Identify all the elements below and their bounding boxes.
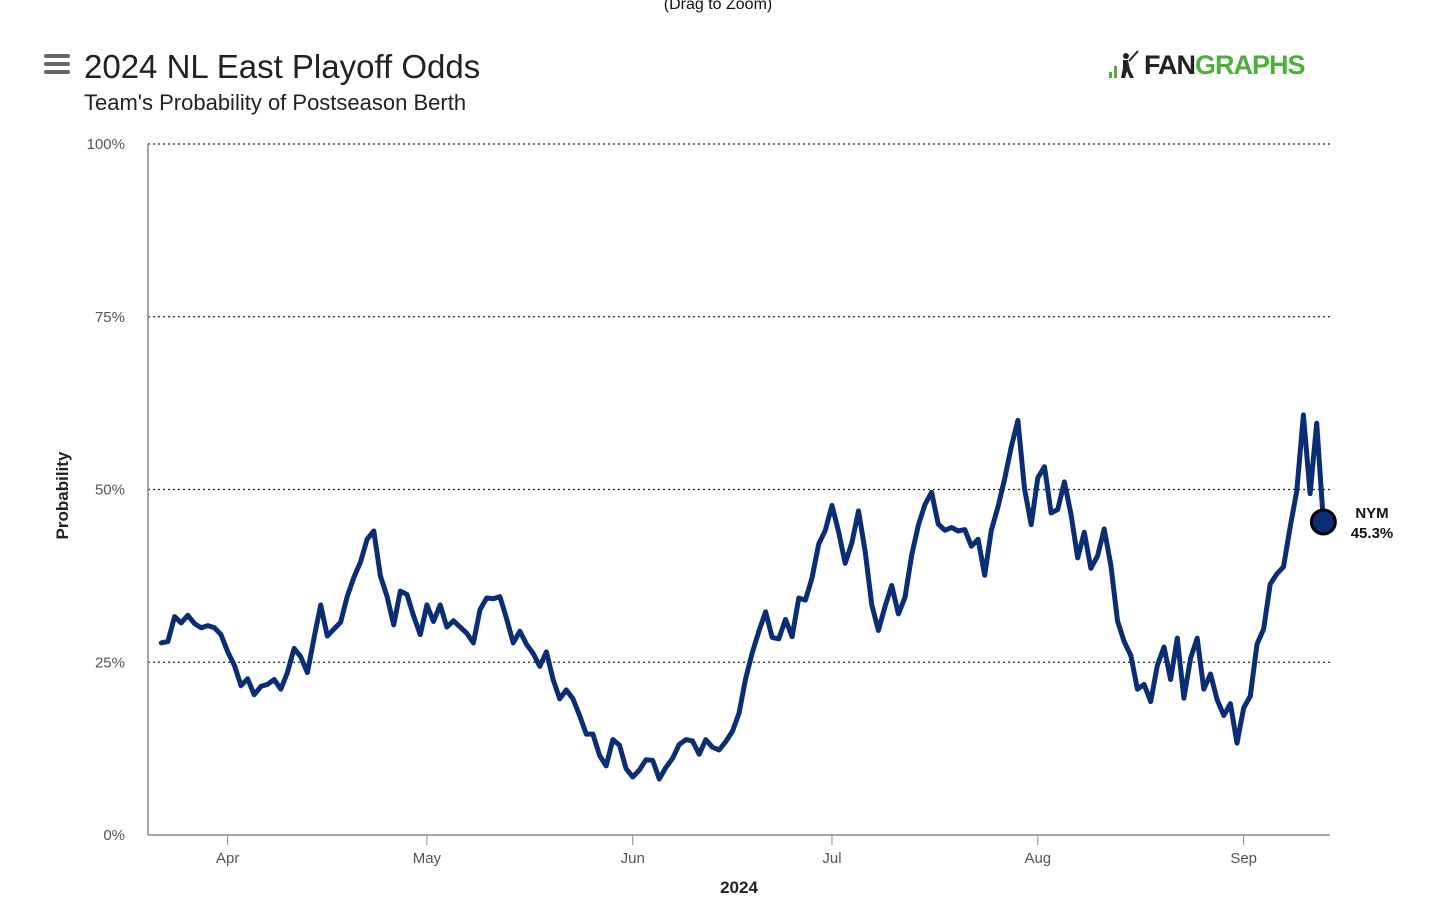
drag-to-zoom-hint: (Drag to Zoom)	[663, 0, 773, 13]
hamburger-icon-bar	[44, 62, 70, 66]
chart-subtitle: Team's Probability of Postseason Berth	[84, 90, 467, 115]
y-tick-label: 25%	[95, 654, 125, 671]
logo-fan-text: FAN	[1144, 49, 1196, 80]
y-tick-label: 50%	[95, 482, 125, 499]
y-tick-label: 100%	[87, 136, 125, 153]
x-tick-label: Aug	[1024, 850, 1051, 867]
fangraphs-logo[interactable]: FANGRAPHS	[1108, 49, 1306, 81]
hamburger-icon	[44, 54, 70, 58]
series-layer: NYM 45.3%	[158, 412, 1394, 782]
y-tick-label: 75%	[95, 309, 125, 326]
logo-graphs-text: GRAPHS	[1195, 49, 1306, 80]
x-tick-label: May	[413, 850, 442, 867]
series-value-label: 45.3%	[1351, 525, 1394, 542]
y-axis-title: Probability	[53, 451, 72, 539]
x-tick-label: Sep	[1230, 850, 1257, 867]
series-end-marker[interactable]	[1309, 508, 1337, 536]
x-axis-ticks: Apr May Jun Jul Aug Sep	[216, 835, 1257, 867]
gridlines	[148, 143, 1330, 663]
y-tick-label: 0%	[103, 827, 125, 844]
chart-title: 2024 NL East Playoff Odds	[84, 48, 481, 85]
series-name-label: NYM	[1355, 505, 1388, 522]
batter-icon	[1109, 50, 1139, 78]
hamburger-icon-bar	[44, 70, 70, 74]
x-axis-title: 2024	[720, 878, 758, 897]
x-tick-label: Jul	[822, 850, 841, 867]
chart-menu-button[interactable]	[44, 54, 70, 74]
series-line[interactable]	[158, 412, 1326, 782]
logo-wordmark: FANGRAPHS	[1144, 49, 1306, 81]
x-tick-label: Apr	[216, 850, 239, 867]
x-tick-label: Jun	[621, 850, 645, 867]
y-axis-ticks: 0% 25% 50% 75% 100%	[87, 136, 125, 844]
